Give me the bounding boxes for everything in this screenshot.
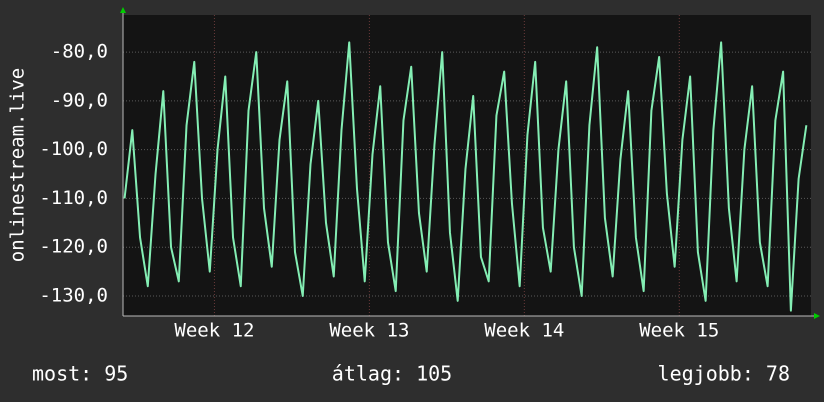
x-tick-label: Week 15 [639, 320, 719, 342]
axis-arrow [120, 7, 126, 13]
y-tick-label: -100,0 [39, 138, 108, 160]
axis-arrow [814, 313, 820, 319]
y-axis-label: onlinestream.live [7, 68, 29, 262]
footer-average: átlag: 105 [332, 362, 452, 386]
y-tick-label: -120,0 [39, 236, 108, 258]
footer-current: most: 95 [32, 362, 128, 386]
footer-best: legjobb: 78 [658, 362, 790, 386]
x-tick-label: Week 12 [174, 320, 254, 342]
data-line [123, 41, 808, 312]
y-tick-label: -130,0 [39, 284, 108, 306]
y-tick-label: -90,0 [51, 89, 108, 111]
y-tick-label: -80,0 [51, 41, 108, 63]
x-tick-label: Week 14 [484, 320, 564, 342]
y-tick-label: -110,0 [39, 187, 108, 209]
x-tick-label: Week 13 [329, 320, 409, 342]
